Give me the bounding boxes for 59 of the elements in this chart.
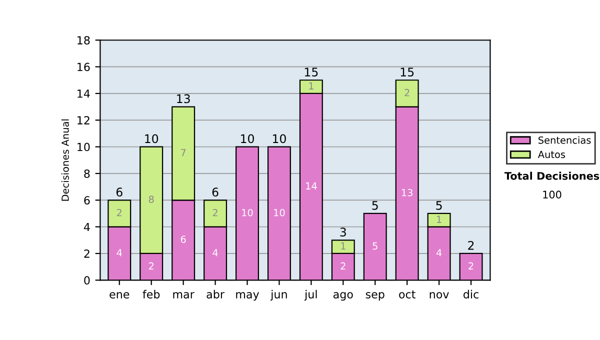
x-tick-label: ago (333, 292, 353, 301)
y-tick-label: 14 (78, 90, 90, 98)
total-label: 10 (145, 134, 158, 144)
x-tick-label: ene (110, 292, 130, 298)
data-label: 7 (181, 149, 186, 156)
data-label: 1 (437, 216, 442, 223)
data-label: 1 (341, 242, 346, 250)
total-label: 10 (241, 134, 254, 144)
total-label: 15 (400, 68, 414, 77)
legend-label: Sentencias (538, 136, 591, 144)
y-tick-label: 6 (84, 196, 90, 205)
x-tick-label: dic (464, 290, 478, 298)
data-label: 8 (148, 196, 154, 203)
y-tick-label: 10 (78, 142, 90, 152)
x-tick-label: jun (270, 290, 287, 301)
x-tick-label: mar (173, 292, 194, 298)
legend-label: Autos (538, 150, 566, 158)
data-label: 5 (372, 242, 378, 250)
y-tick-label: 2 (84, 249, 90, 258)
x-tick-label: abr (206, 290, 224, 298)
total-label: 6 (116, 188, 122, 197)
y-tick-label: 12 (78, 116, 90, 124)
total-label: 5 (372, 201, 378, 210)
total-label: 5 (436, 201, 442, 210)
data-label: 10 (274, 208, 285, 216)
data-label: 6 (180, 236, 186, 243)
text: Total Decisiones (504, 172, 600, 180)
data-label: 14 (306, 182, 317, 190)
x-tick-label: sep (366, 292, 384, 301)
x-tick-label: feb (142, 290, 160, 298)
total-label: 6 (212, 188, 218, 197)
data-label: 2 (404, 88, 410, 96)
data-label: 2 (148, 262, 154, 270)
data-label: 2 (468, 262, 474, 270)
data-label: 13 (402, 188, 412, 196)
text: 100 (543, 190, 562, 199)
data-label: 2 (117, 208, 122, 216)
data-label: 4 (212, 249, 218, 256)
x-tick-label: jul (304, 290, 317, 301)
x-tick-label: nov (430, 292, 449, 298)
total-label: 10 (273, 134, 286, 144)
data-label: 10 (242, 208, 253, 216)
data-label: 2 (212, 208, 218, 216)
y-tick-label: 18 (78, 36, 90, 44)
x-tick-label: may (236, 292, 260, 301)
y-tick-label: 0 (84, 276, 90, 285)
y-tick-label: 16 (78, 62, 90, 72)
y-axis-title: Decisiones Anual (61, 119, 69, 201)
data-label: 2 (340, 262, 346, 270)
x-tick-label: oct (399, 290, 416, 298)
y-tick-label: 4 (84, 222, 90, 232)
data-label: 4 (116, 249, 122, 256)
total-label: 2 (468, 240, 474, 250)
data-label: 1 (309, 82, 314, 90)
data-label: 4 (436, 249, 442, 256)
y-tick-label: 8 (84, 169, 90, 178)
total-label: 3 (340, 228, 346, 237)
total-label: 13 (177, 94, 190, 104)
total-label: 15 (304, 68, 318, 77)
